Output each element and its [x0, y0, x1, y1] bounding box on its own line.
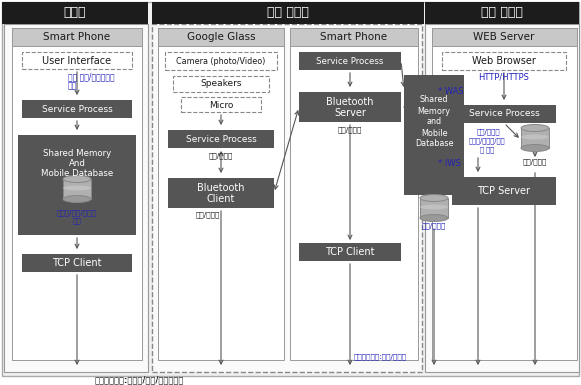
Text: User Interface: User Interface [42, 56, 112, 66]
Text: 장애인/보호자/관리: 장애인/보호자/관리 [469, 138, 505, 144]
Text: Web Browser: Web Browser [472, 56, 536, 66]
Text: 자 정보: 자 정보 [480, 147, 494, 153]
Bar [158, 28, 284, 360]
Text: Speakers: Speakers [200, 79, 242, 89]
Bar [425, 24, 579, 372]
Text: 연동프로토콜:사진/동영상: 연동프로토콜:사진/동영상 [353, 354, 407, 360]
Bar [2, 2, 148, 24]
Text: Bluetooth: Bluetooth [198, 183, 245, 193]
Text: Service Process: Service Process [316, 57, 383, 65]
Text: 재생: 재생 [68, 82, 77, 90]
Text: Mobile: Mobile [421, 129, 447, 137]
Text: Shared: Shared [419, 95, 449, 104]
Text: Mobile Database: Mobile Database [41, 169, 113, 177]
Text: WEB Server: WEB Server [474, 32, 535, 42]
Text: Server: Server [334, 108, 366, 118]
Text: * IWS: * IWS [438, 159, 461, 167]
Bar [452, 177, 556, 205]
Bar [173, 76, 269, 92]
Ellipse shape [521, 124, 549, 132]
Text: Shared Memory: Shared Memory [43, 149, 111, 157]
Text: 사진/동영상: 사진/동영상 [476, 129, 500, 135]
Text: 보호자: 보호자 [64, 7, 86, 20]
Bar [22, 100, 132, 118]
Bar [290, 28, 418, 46]
Ellipse shape [521, 144, 549, 152]
Bar [165, 52, 277, 70]
Text: 사진/동영상: 사진/동영상 [422, 223, 446, 229]
Bar [290, 28, 418, 360]
Text: and: and [426, 117, 442, 127]
Bar [12, 28, 142, 360]
Ellipse shape [521, 134, 549, 139]
Bar [299, 92, 401, 122]
Ellipse shape [420, 214, 448, 221]
Text: 사진/동영상: 사진/동영상 [196, 212, 220, 218]
Text: 사진/동영상: 사진/동영상 [209, 153, 233, 159]
Bar [521, 128, 549, 148]
Text: 일정 등록/일상가이드: 일정 등록/일상가이드 [68, 72, 114, 82]
Bar [168, 130, 274, 148]
Text: Service Process: Service Process [42, 104, 112, 114]
Bar [152, 24, 422, 372]
Bar [152, 2, 424, 24]
Ellipse shape [63, 196, 91, 203]
Bar [432, 28, 577, 46]
Text: 연동프로토콜:장애인/일정/일상가이드: 연동프로토콜:장애인/일정/일상가이드 [95, 375, 184, 385]
Text: HTTP/HTTPS: HTTP/HTTPS [479, 72, 529, 82]
Text: 사진/동영상: 사진/동영상 [338, 127, 362, 133]
Bar [158, 28, 284, 46]
Text: 이드: 이드 [73, 218, 81, 224]
Ellipse shape [63, 176, 91, 182]
Bar [18, 135, 136, 235]
Ellipse shape [420, 194, 448, 201]
Text: Database: Database [415, 139, 453, 149]
Text: 장애인/일정/일상가: 장애인/일정/일상가 [57, 210, 97, 216]
Bar [432, 28, 577, 360]
Bar [420, 198, 448, 218]
Text: And: And [69, 159, 85, 167]
Text: Service Process: Service Process [185, 134, 256, 144]
Text: 인지 장애인: 인지 장애인 [267, 7, 309, 20]
Ellipse shape [420, 204, 448, 209]
Text: TCP Server: TCP Server [478, 186, 530, 196]
Text: Google Glass: Google Glass [187, 32, 255, 42]
Bar [181, 97, 261, 112]
Bar [299, 243, 401, 261]
Bar [12, 28, 142, 46]
Bar [22, 254, 132, 272]
Bar [404, 75, 464, 195]
Text: TCP Client: TCP Client [325, 247, 375, 257]
Bar [442, 52, 566, 70]
Bar [4, 24, 148, 372]
Text: Smart Phone: Smart Phone [44, 32, 110, 42]
Ellipse shape [63, 186, 91, 191]
Text: Memory: Memory [418, 107, 450, 116]
Text: Bluetooth: Bluetooth [327, 97, 374, 107]
Bar [63, 179, 91, 199]
Text: * WAS: * WAS [438, 87, 464, 97]
Bar [22, 52, 132, 69]
Bar [168, 178, 274, 208]
Bar [299, 52, 401, 70]
Bar [452, 105, 556, 123]
Text: 국립 재활원: 국립 재활원 [481, 7, 523, 20]
Text: Service Process: Service Process [469, 109, 539, 119]
Text: Client: Client [207, 194, 235, 204]
Text: Micro: Micro [209, 100, 233, 109]
Bar [425, 2, 579, 24]
Text: Smart Phone: Smart Phone [321, 32, 388, 42]
Text: 사진/동영상: 사진/동영상 [523, 159, 547, 165]
Text: Camera (photo/Video): Camera (photo/Video) [176, 57, 266, 65]
Text: TCP Client: TCP Client [52, 258, 102, 268]
